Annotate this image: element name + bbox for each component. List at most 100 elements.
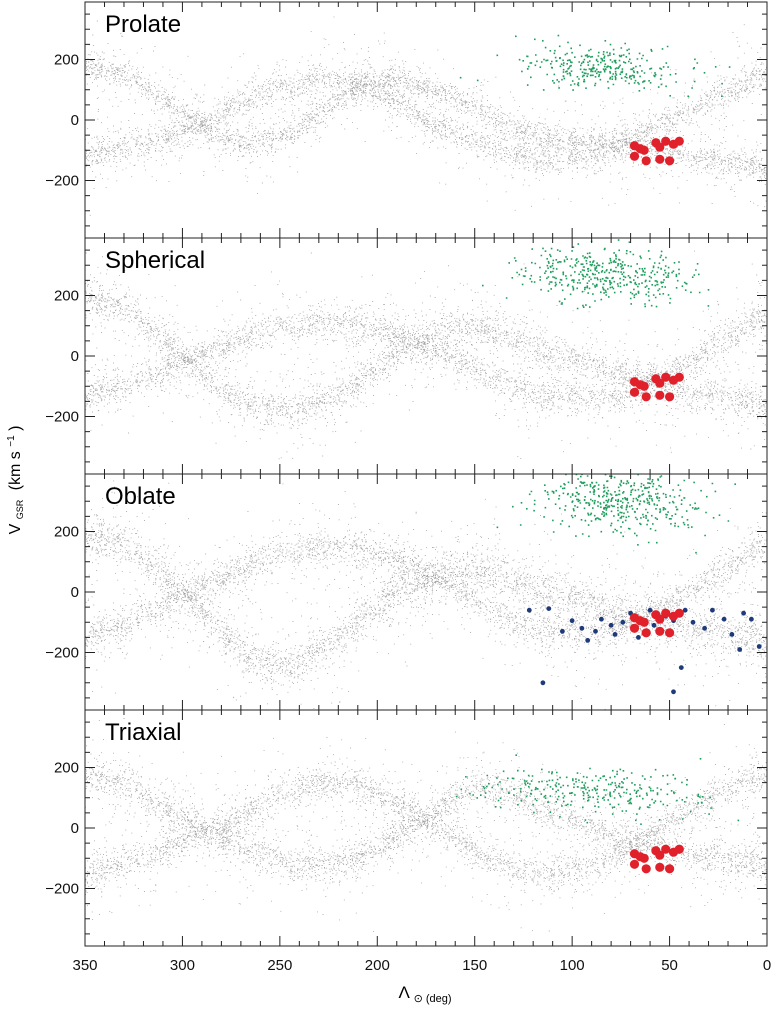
x-axis-label-subscript: ⊙ (deg) (414, 993, 452, 1005)
blue-point (540, 680, 546, 686)
red-point (629, 859, 640, 869)
green-particles (496, 474, 736, 554)
panel-frame (84, 709, 768, 947)
blue-point (690, 619, 696, 625)
red-point (641, 156, 651, 166)
red-point (629, 151, 640, 161)
x-axis-label-symbol: Λ (398, 983, 410, 1002)
y-tick-label: −200 (45, 409, 79, 426)
red-point (661, 136, 671, 146)
x-tick-label: 150 (462, 957, 487, 974)
y-tick-label: 0 (71, 348, 79, 365)
panel-oblate: 200 0 −200 Oblate (45, 473, 768, 711)
y-tick-label: 0 (71, 112, 79, 129)
blue-point (636, 635, 641, 640)
panel-triaxial: 200 0 −200 Triaxial (45, 709, 768, 947)
y-axis-label-close: ) (7, 426, 24, 431)
green-particles (459, 34, 731, 98)
plot-area (85, 474, 767, 710)
red-point (635, 380, 645, 390)
blue-point (721, 616, 727, 622)
x-axis-label: Λ ⊙ (deg) (398, 983, 451, 1005)
red-point (665, 392, 675, 402)
blue-point (671, 689, 676, 695)
red-point (674, 136, 684, 146)
red-point (661, 844, 671, 854)
red-point (655, 154, 665, 164)
y-tick-label: 200 (54, 523, 79, 540)
blue-point (608, 622, 614, 628)
blue-point (620, 619, 626, 625)
green-particles (456, 754, 740, 825)
y-tick-label: 200 (54, 51, 79, 68)
red-point (674, 608, 684, 618)
red-point (674, 372, 684, 382)
panels-group: 200 0 −200 Prolate 200 0 −200 Spherical 200 0 −200… (45, 1, 768, 947)
blue-point (678, 665, 684, 670)
x-tick-label: 50 (661, 957, 678, 974)
y-axis-label-units: (km s (7, 451, 24, 490)
x-tick-label: 300 (170, 957, 195, 974)
plot-area (85, 717, 767, 932)
blue-point (579, 625, 585, 631)
plot-area (85, 16, 767, 216)
red-point (665, 156, 675, 166)
x-axis: 350 300 250 200 150 100 50 0 (72, 957, 771, 974)
model-particles-band-1 (85, 477, 767, 710)
red-point (655, 614, 665, 624)
blue-point (729, 632, 735, 637)
red-point (655, 378, 665, 388)
y-tick-label: −200 (45, 645, 79, 662)
red-point (661, 608, 671, 618)
model-particles-band-1 (85, 252, 767, 460)
x-tick-label: 250 (267, 957, 292, 974)
red-point (665, 628, 675, 638)
model-particles-band-2 (85, 250, 767, 471)
y-tick-label: 0 (71, 820, 79, 837)
blue-point (737, 647, 743, 652)
y-axis-label: V GSR (km s −1 ) (1, 426, 27, 535)
y-tick-label: −200 (45, 173, 79, 190)
x-tick-label: 200 (365, 957, 390, 974)
red-point (641, 392, 651, 402)
y-axis-label-exponent: −1 (6, 435, 17, 447)
y-tick-label: −200 (45, 881, 79, 898)
blue-point (710, 607, 715, 613)
x-tick-label: 100 (560, 957, 585, 974)
blue-point (612, 632, 618, 637)
red-point (635, 852, 645, 862)
blue-point (702, 625, 707, 631)
blue-point (682, 607, 688, 613)
y-tick-label: 200 (54, 287, 79, 304)
blue-point (585, 638, 591, 643)
blue-point (569, 618, 575, 624)
red-point (655, 142, 665, 152)
panel-prolate: 200 0 −200 Prolate (45, 1, 768, 239)
blue-point (526, 607, 532, 613)
model-particles-band-1 (85, 718, 767, 932)
panel-title: Oblate (105, 483, 176, 510)
y-tick-label: 0 (71, 584, 79, 601)
blue-point (756, 644, 762, 649)
red-point (655, 626, 665, 636)
blue-point (647, 607, 653, 613)
blue-point (560, 628, 565, 634)
blue-point (749, 616, 754, 622)
red-point (629, 623, 640, 633)
red-point (665, 864, 675, 874)
blue-point (593, 628, 598, 634)
red-point (641, 628, 651, 638)
model-particles-band-2 (85, 16, 767, 216)
panel-title: Prolate (105, 11, 181, 38)
red-point (655, 390, 665, 400)
y-axis-label-subscript: GSR (15, 499, 25, 519)
red-point (641, 864, 651, 874)
blue-point (599, 616, 604, 622)
red-point (674, 844, 684, 854)
model-particles-band-2 (85, 717, 767, 932)
red-point (655, 850, 665, 860)
red-point (635, 616, 645, 626)
model-particles-band-2 (85, 483, 767, 694)
red-point (635, 144, 645, 154)
